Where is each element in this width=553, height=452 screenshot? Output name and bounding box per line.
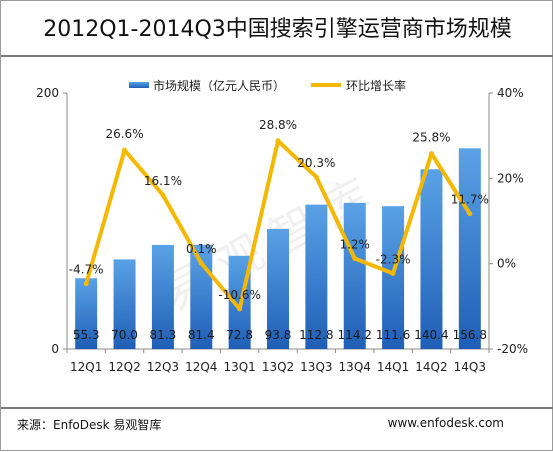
bar-value-label: 70.0 — [111, 328, 138, 342]
right-axis-tick-label: 40% — [497, 86, 524, 100]
line-point — [237, 306, 243, 312]
bar — [458, 148, 481, 349]
x-axis-tick-label: 14Q2 — [415, 360, 447, 374]
bar-value-label: 72.8 — [226, 328, 253, 342]
line-value-label: 0.1% — [186, 242, 217, 256]
line-point — [428, 151, 434, 157]
bar-value-label: 140.4 — [414, 328, 448, 342]
line-point — [467, 211, 473, 217]
line-value-label: -2.3% — [376, 252, 411, 266]
x-axis-tick-label: 13Q4 — [339, 360, 371, 374]
x-axis-tick-label: 12Q2 — [108, 360, 140, 374]
x-axis-tick-label: 13Q2 — [262, 360, 294, 374]
bar-value-label: 114.2 — [338, 328, 372, 342]
bar — [305, 204, 328, 349]
x-axis-tick-label: 13Q1 — [223, 360, 255, 374]
right-axis-tick-label: 0% — [497, 257, 516, 271]
x-axis-tick-label: 14Q3 — [454, 360, 486, 374]
website-link: www.enfodesk.com — [387, 416, 504, 430]
line-value-label: 1.2% — [339, 238, 370, 252]
title-divider — [1, 55, 553, 57]
right-axis-tick-label: 20% — [497, 171, 524, 185]
legend-bar-swatch — [129, 82, 149, 88]
line-point — [390, 270, 396, 276]
line-value-label: 25.8% — [412, 131, 450, 145]
left-axis-tick-label: 200 — [36, 86, 59, 100]
bar-value-label: 111.6 — [376, 328, 410, 342]
bar — [151, 244, 174, 349]
legend-line-label: 环比增长率 — [346, 78, 406, 93]
line-value-label: 11.7% — [451, 193, 489, 207]
right-axis-tick-label: -20% — [497, 342, 528, 356]
bar-value-label: 93.8 — [265, 328, 292, 342]
line-point — [160, 192, 166, 198]
footer-divider — [1, 407, 553, 409]
line-point — [352, 256, 358, 262]
bar — [75, 278, 98, 349]
line-value-label: 16.1% — [144, 174, 182, 188]
line-point — [83, 281, 89, 287]
line-value-label: -10.6% — [218, 288, 260, 302]
x-axis-tick-label: 12Q4 — [185, 360, 217, 374]
line-value-label: -4.7% — [69, 263, 104, 277]
line-point — [198, 260, 204, 266]
legend-bar-label: 市场规模（亿元人民币） — [153, 78, 285, 93]
bar — [267, 228, 289, 349]
left-axis-tick-label: 0 — [51, 342, 59, 356]
bar — [343, 202, 366, 349]
line-value-label: 20.3% — [297, 156, 335, 170]
bar-value-label: 81.4 — [188, 328, 215, 342]
line-point — [275, 138, 281, 144]
bar — [382, 206, 405, 349]
line-point — [313, 174, 319, 180]
source-note: 来源：EnfoDesk 易观智库 — [17, 418, 162, 432]
line-value-label: 26.6% — [105, 127, 143, 141]
bar-value-label: 55.3 — [73, 328, 100, 342]
bar — [420, 169, 443, 349]
bar — [113, 259, 136, 349]
chart-title: 2012Q1-2014Q3中国搜索引擎运营商市场规模 — [43, 17, 512, 42]
bar-value-label: 112.8 — [299, 328, 333, 342]
line-value-label: 28.8% — [259, 118, 297, 132]
bar-value-label: 156.8 — [453, 328, 487, 342]
x-axis-tick-label: 14Q1 — [377, 360, 409, 374]
line-point — [122, 147, 128, 153]
bar-value-label: 81.3 — [150, 328, 177, 342]
x-axis-tick-label: 12Q3 — [147, 360, 179, 374]
x-axis-tick-label: 12Q1 — [70, 360, 102, 374]
x-axis-tick-label: 13Q3 — [300, 360, 332, 374]
